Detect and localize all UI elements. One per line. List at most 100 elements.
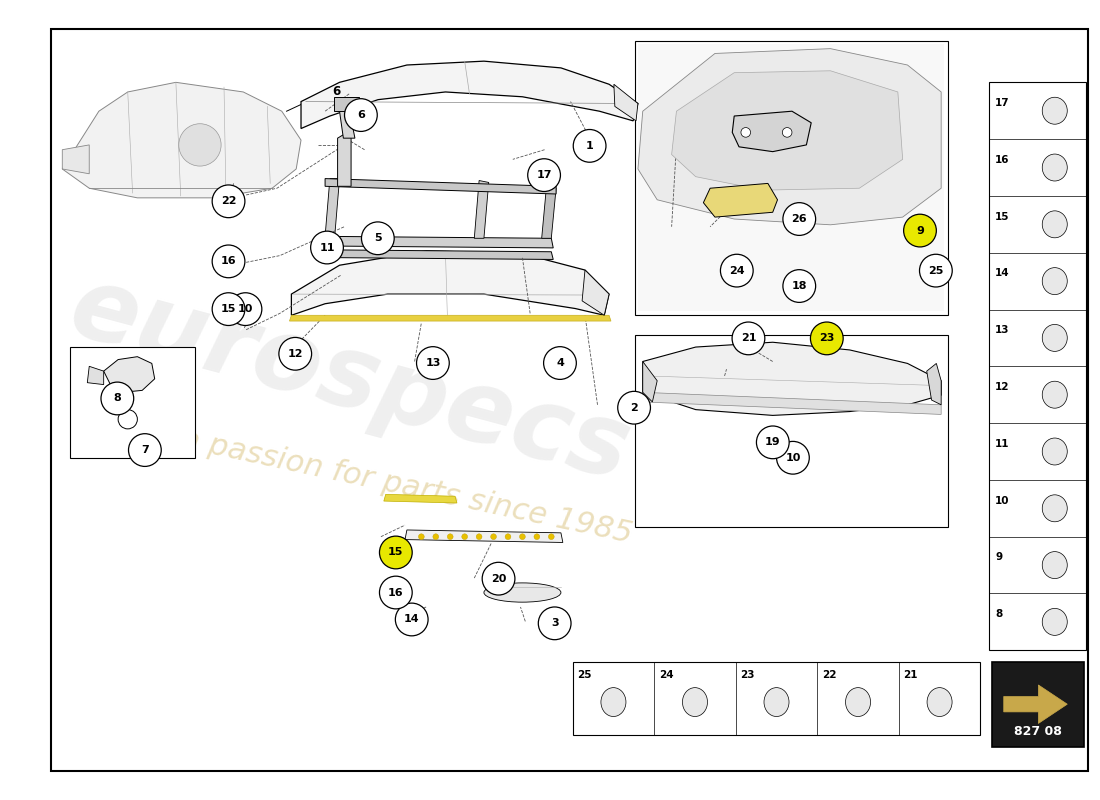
Text: 9: 9 (996, 552, 1002, 562)
Text: 6: 6 (358, 110, 365, 120)
Polygon shape (672, 70, 903, 190)
Text: 15: 15 (221, 304, 236, 314)
Polygon shape (323, 250, 553, 259)
Polygon shape (926, 363, 942, 405)
Ellipse shape (1042, 268, 1067, 294)
Circle shape (433, 534, 439, 539)
Circle shape (538, 607, 571, 640)
Circle shape (101, 382, 134, 415)
Circle shape (573, 130, 606, 162)
Polygon shape (326, 178, 340, 236)
Circle shape (519, 534, 526, 539)
Ellipse shape (846, 688, 870, 717)
Polygon shape (301, 61, 638, 129)
Circle shape (720, 254, 754, 287)
Circle shape (362, 222, 394, 254)
Circle shape (783, 270, 815, 302)
Text: 13: 13 (996, 326, 1010, 335)
Ellipse shape (1042, 495, 1067, 522)
Text: 16: 16 (388, 587, 404, 598)
Polygon shape (405, 530, 563, 542)
Text: 21: 21 (740, 334, 756, 343)
Circle shape (462, 534, 468, 539)
Circle shape (777, 442, 810, 474)
Polygon shape (384, 494, 456, 503)
Text: 13: 13 (426, 358, 441, 368)
Text: 22: 22 (822, 670, 837, 679)
Ellipse shape (1042, 438, 1067, 465)
Text: 12: 12 (996, 382, 1010, 392)
Polygon shape (733, 111, 811, 152)
Text: 15: 15 (996, 212, 1010, 222)
Circle shape (782, 127, 792, 138)
Polygon shape (333, 97, 359, 111)
Text: 24: 24 (729, 266, 745, 276)
Polygon shape (103, 357, 155, 392)
Circle shape (733, 322, 764, 354)
Polygon shape (292, 250, 609, 315)
Circle shape (212, 293, 245, 326)
Ellipse shape (601, 688, 626, 717)
Circle shape (129, 434, 162, 466)
Bar (989, 82, 1086, 650)
Circle shape (310, 231, 343, 264)
Ellipse shape (1042, 154, 1067, 181)
Polygon shape (63, 82, 301, 198)
Polygon shape (642, 362, 657, 402)
Ellipse shape (1042, 325, 1067, 351)
Text: 25: 25 (928, 266, 944, 276)
Circle shape (212, 245, 245, 278)
Circle shape (379, 536, 412, 569)
Circle shape (279, 338, 311, 370)
Text: 3: 3 (551, 618, 559, 628)
Text: 5: 5 (374, 234, 382, 243)
Ellipse shape (1042, 211, 1067, 238)
Circle shape (618, 391, 650, 424)
Text: 14: 14 (996, 269, 1010, 278)
Polygon shape (541, 186, 557, 238)
Circle shape (920, 254, 953, 287)
Ellipse shape (1042, 609, 1067, 635)
Text: 6: 6 (332, 86, 340, 98)
Ellipse shape (1042, 98, 1067, 124)
Circle shape (534, 534, 540, 539)
Circle shape (903, 214, 936, 247)
Bar (635, 334, 948, 527)
Circle shape (741, 127, 750, 138)
Text: 17: 17 (996, 98, 1010, 108)
Polygon shape (338, 132, 351, 186)
Text: 16: 16 (996, 155, 1010, 165)
Circle shape (448, 534, 453, 539)
Text: 21: 21 (903, 670, 918, 679)
Text: 11: 11 (319, 242, 334, 253)
Polygon shape (614, 84, 638, 121)
Circle shape (118, 410, 138, 429)
Text: 19: 19 (764, 438, 781, 447)
Circle shape (417, 346, 449, 379)
Text: 14: 14 (404, 614, 419, 625)
Polygon shape (323, 236, 553, 248)
Polygon shape (289, 315, 610, 321)
Text: 8: 8 (996, 609, 1002, 619)
Text: 16: 16 (221, 256, 236, 266)
Text: 8: 8 (113, 394, 121, 403)
Ellipse shape (484, 583, 561, 602)
Text: 2: 2 (630, 402, 638, 413)
Ellipse shape (927, 688, 953, 717)
Text: 7: 7 (141, 445, 149, 455)
Polygon shape (340, 110, 355, 138)
Bar (635, 41, 948, 315)
Ellipse shape (764, 688, 789, 717)
Text: 827 08: 827 08 (1014, 725, 1062, 738)
Text: 24: 24 (659, 670, 673, 679)
Text: 17: 17 (537, 170, 552, 180)
Ellipse shape (1042, 382, 1067, 408)
Circle shape (491, 534, 496, 539)
Text: 26: 26 (792, 214, 807, 224)
Circle shape (811, 322, 844, 354)
Circle shape (528, 158, 560, 191)
Circle shape (418, 534, 425, 539)
Text: 10: 10 (238, 304, 253, 314)
Circle shape (179, 124, 221, 166)
Polygon shape (582, 270, 609, 315)
